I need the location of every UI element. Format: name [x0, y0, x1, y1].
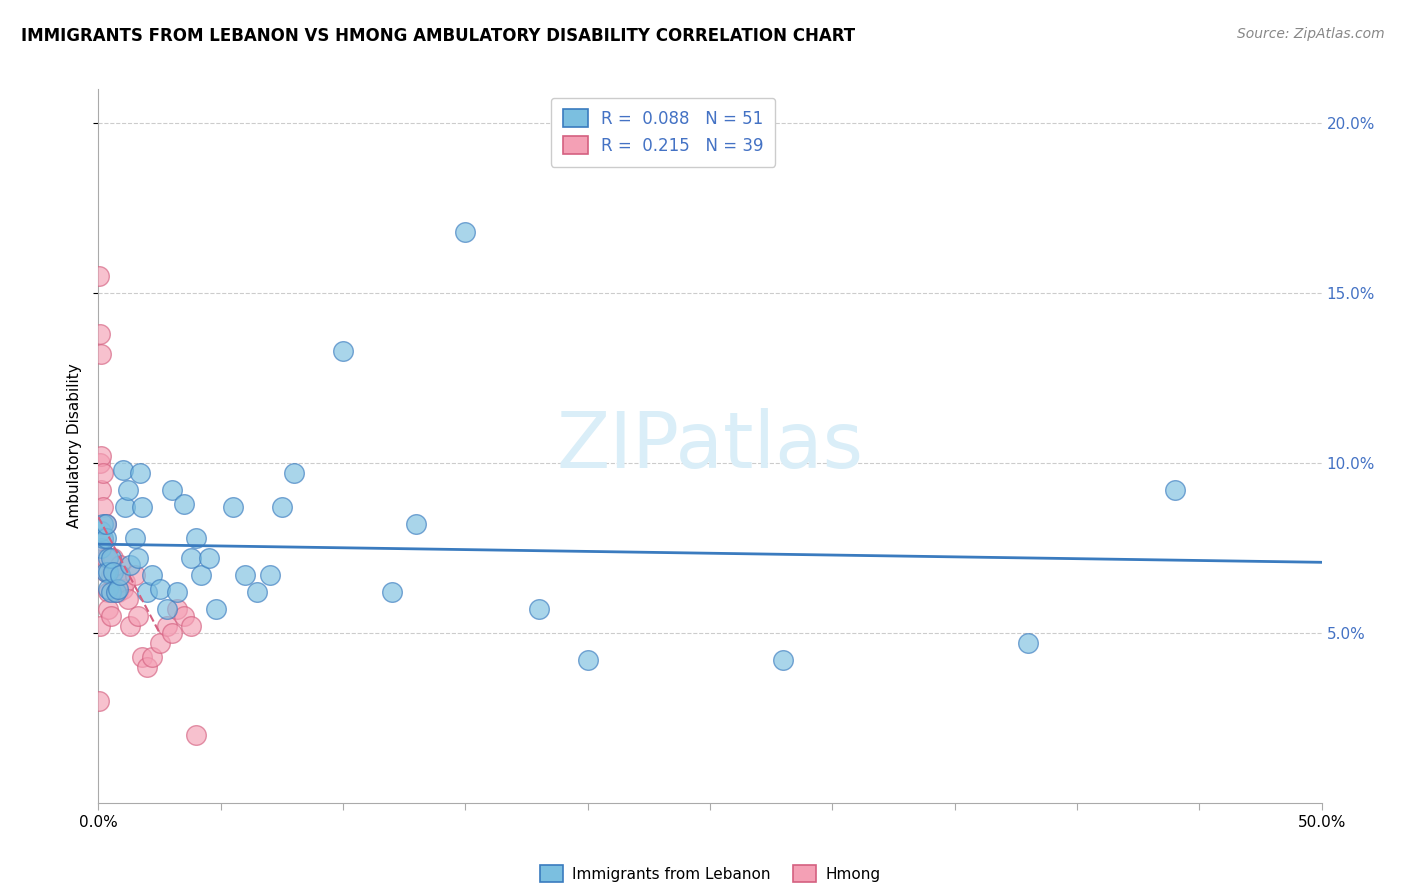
- Point: [94, 565, 117, 579]
- Point: [149, 582, 172, 596]
- Point: [94, 517, 117, 532]
- Point: [97, 551, 120, 566]
- Point: [89, 456, 111, 470]
- Point: [100, 568, 122, 582]
- Point: [94, 551, 117, 566]
- Point: [149, 636, 172, 650]
- Point: [180, 551, 202, 566]
- Point: [104, 585, 127, 599]
- Point: [1017, 636, 1039, 650]
- Point: [110, 568, 132, 582]
- Point: [576, 653, 599, 667]
- Point: [173, 497, 195, 511]
- Point: [156, 619, 179, 633]
- Point: [233, 568, 256, 582]
- Point: [90, 347, 112, 361]
- Point: [100, 551, 122, 566]
- Point: [97, 582, 120, 596]
- Point: [90, 449, 112, 463]
- Point: [166, 585, 188, 599]
- Point: [186, 728, 208, 742]
- Point: [97, 602, 120, 616]
- Point: [91, 517, 114, 532]
- Point: [94, 531, 117, 545]
- Point: [197, 551, 219, 566]
- Point: [246, 585, 269, 599]
- Point: [91, 500, 114, 515]
- Point: [405, 517, 427, 532]
- Point: [141, 568, 163, 582]
- Point: [101, 565, 124, 579]
- Point: [110, 558, 132, 572]
- Point: [90, 541, 112, 555]
- Point: [136, 660, 159, 674]
- Point: [114, 574, 136, 589]
- Point: [1164, 483, 1187, 498]
- Point: [283, 466, 305, 480]
- Point: [222, 500, 245, 515]
- Point: [107, 585, 129, 599]
- Legend: Immigrants from Lebanon, Hmong: Immigrants from Lebanon, Hmong: [533, 859, 887, 888]
- Point: [160, 626, 183, 640]
- Point: [205, 602, 228, 616]
- Point: [101, 551, 124, 566]
- Point: [270, 500, 294, 515]
- Point: [91, 466, 114, 480]
- Point: [141, 649, 163, 664]
- Point: [104, 568, 127, 582]
- Point: [117, 483, 139, 498]
- Point: [89, 326, 111, 341]
- Point: [89, 619, 111, 633]
- Point: [129, 466, 152, 480]
- Point: [97, 585, 120, 599]
- Text: Source: ZipAtlas.com: Source: ZipAtlas.com: [1237, 27, 1385, 41]
- Point: [127, 608, 149, 623]
- Point: [127, 551, 149, 566]
- Point: [166, 602, 188, 616]
- Point: [107, 582, 129, 596]
- Point: [124, 568, 146, 582]
- Point: [111, 463, 134, 477]
- Point: [180, 619, 202, 633]
- Point: [91, 534, 114, 549]
- Point: [190, 568, 212, 582]
- Point: [332, 343, 354, 358]
- Text: ZIPatlas: ZIPatlas: [557, 408, 863, 484]
- Point: [186, 531, 208, 545]
- Point: [100, 608, 122, 623]
- Point: [120, 619, 142, 633]
- Point: [117, 591, 139, 606]
- Point: [381, 585, 404, 599]
- Point: [91, 531, 114, 545]
- Point: [94, 517, 117, 532]
- Point: [527, 602, 550, 616]
- Point: [131, 500, 153, 515]
- Point: [160, 483, 183, 498]
- Point: [131, 649, 153, 664]
- Point: [173, 608, 195, 623]
- Point: [97, 565, 120, 579]
- Point: [94, 565, 117, 579]
- Point: [111, 582, 134, 596]
- Point: [120, 558, 142, 572]
- Point: [259, 568, 281, 582]
- Point: [89, 694, 111, 708]
- Point: [114, 500, 136, 515]
- Point: [156, 602, 179, 616]
- Point: [100, 585, 122, 599]
- Text: IMMIGRANTS FROM LEBANON VS HMONG AMBULATORY DISABILITY CORRELATION CHART: IMMIGRANTS FROM LEBANON VS HMONG AMBULAT…: [21, 27, 855, 45]
- Point: [454, 225, 477, 239]
- Y-axis label: Ambulatory Disability: Ambulatory Disability: [66, 364, 82, 528]
- Point: [90, 524, 112, 538]
- Point: [136, 585, 159, 599]
- Point: [124, 531, 146, 545]
- Point: [90, 483, 112, 498]
- Point: [104, 585, 127, 599]
- Point: [87, 269, 110, 284]
- Point: [772, 653, 794, 667]
